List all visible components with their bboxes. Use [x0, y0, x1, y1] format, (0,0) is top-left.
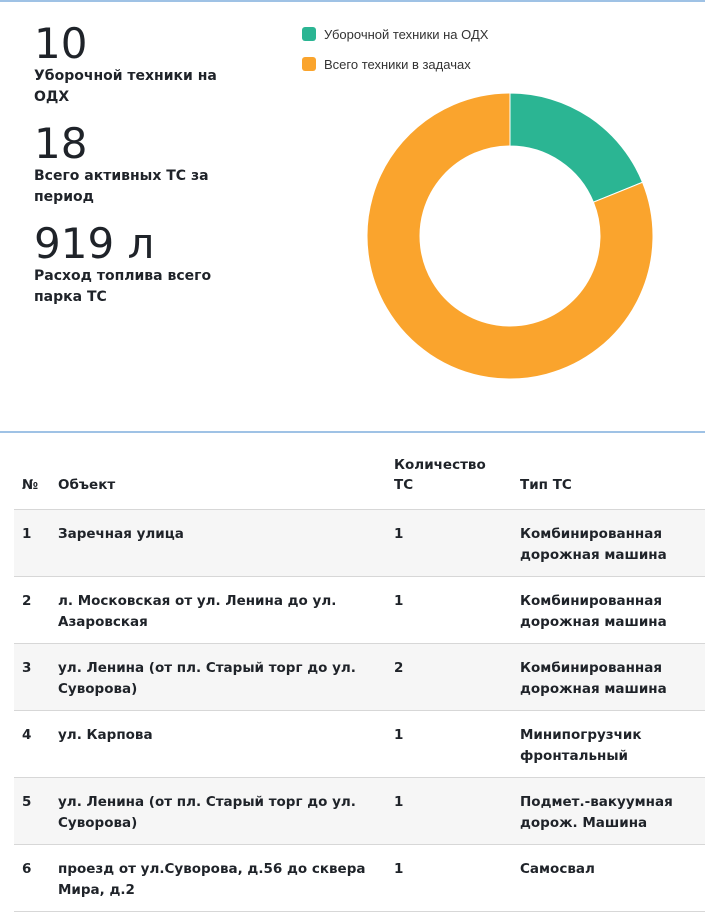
- cell-type: Комбинированная дорожная машина: [512, 643, 705, 711]
- cell-type: Подмет.-вакуумная дорож. Машина: [512, 777, 705, 845]
- section-divider: [0, 431, 705, 433]
- table-row: 1 Заречная улица 1 Комбинированная дорож…: [14, 509, 705, 577]
- table-row: 3 ул. Ленина (от пл. Старый торг до ул. …: [14, 643, 705, 711]
- cell-num: 3: [14, 643, 50, 711]
- table-row: 4 ул. Карпова 1 Минипогрузчик фронтальны…: [14, 710, 705, 778]
- cell-type: Комбинированная дорожная машина: [512, 509, 705, 577]
- stat-value: 18: [34, 119, 88, 168]
- stat-fuel-consumption: 919 л Расход топлива всего парка ТС: [34, 222, 294, 308]
- legend-item-odh[interactable]: Уборочной техники на ОДХ: [302, 25, 488, 43]
- donut-slice-1[interactable]: [366, 92, 654, 380]
- cell-count: 1: [386, 710, 512, 778]
- donut-chart: [366, 92, 654, 380]
- table-row: 2 л. Московская от ул. Ленина до ул. Аза…: [14, 576, 705, 644]
- stat-label: Всего активных ТС за период: [34, 168, 209, 205]
- top-divider: [0, 0, 705, 2]
- table-header-row: № Объект Количество ТС Тип ТС: [14, 451, 705, 510]
- header-num[interactable]: №: [14, 451, 50, 510]
- header-type[interactable]: Тип ТС: [512, 451, 705, 510]
- cell-type: Минипогрузчик фронтальный: [512, 710, 705, 778]
- cell-num: 2: [14, 576, 50, 644]
- table-row: 5 ул. Ленина (от пл. Старый торг до ул. …: [14, 777, 705, 845]
- cell-type: Комбинированная дорожная машина: [512, 576, 705, 644]
- cell-object: ул. Ленина (от пл. Старый торг до ул. Су…: [50, 777, 386, 845]
- cell-num: 6: [14, 844, 50, 912]
- cell-num: 5: [14, 777, 50, 845]
- cell-count: 1: [386, 844, 512, 912]
- cell-object: Заречная улица: [50, 509, 386, 577]
- chart-legend: Уборочной техники на ОДХ Всего техники в…: [302, 25, 488, 85]
- vehicles-table: № Объект Количество ТС Тип ТС 1 Заречная…: [14, 451, 705, 912]
- stat-label: Расход топлива всего парка ТС: [34, 268, 212, 305]
- legend-label: Всего техники в задачах: [324, 56, 471, 72]
- table-row: 6 проезд от ул.Суворова, д.56 до сквера …: [14, 844, 705, 912]
- cell-count: 1: [386, 576, 512, 644]
- cell-count: 1: [386, 777, 512, 845]
- stat-value: 10: [34, 19, 88, 68]
- cell-num: 4: [14, 710, 50, 778]
- header-object[interactable]: Объект: [50, 451, 386, 510]
- cell-object: ул. Карпова: [50, 710, 386, 778]
- cell-num: 1: [14, 509, 50, 577]
- cell-type: Самосвал: [512, 844, 705, 912]
- cell-object: л. Московская от ул. Ленина до ул. Азаро…: [50, 576, 386, 644]
- legend-label: Уборочной техники на ОДХ: [324, 26, 489, 42]
- stat-label: Уборочной техники на ОДХ: [34, 68, 217, 105]
- cell-object: ул. Ленина (от пл. Старый торг до ул. Су…: [50, 643, 386, 711]
- stat-value: 919 л: [34, 219, 155, 268]
- legend-item-tasks[interactable]: Всего техники в задачах: [302, 55, 488, 73]
- donut-slice-0[interactable]: [509, 92, 644, 203]
- stat-odh-vehicles: 10 Уборочной техники на ОДХ: [34, 22, 294, 108]
- header-count[interactable]: Количество ТС: [386, 451, 512, 510]
- legend-swatch-green: [302, 27, 316, 41]
- stats-panel: 10 Уборочной техники на ОДХ 18 Всего акт…: [34, 22, 294, 322]
- legend-swatch-orange: [302, 57, 316, 71]
- cell-object: проезд от ул.Суворова, д.56 до сквера Ми…: [50, 844, 386, 912]
- stat-active-vehicles: 18 Всего активных ТС за период: [34, 122, 294, 208]
- cell-count: 1: [386, 509, 512, 577]
- cell-count: 2: [386, 643, 512, 711]
